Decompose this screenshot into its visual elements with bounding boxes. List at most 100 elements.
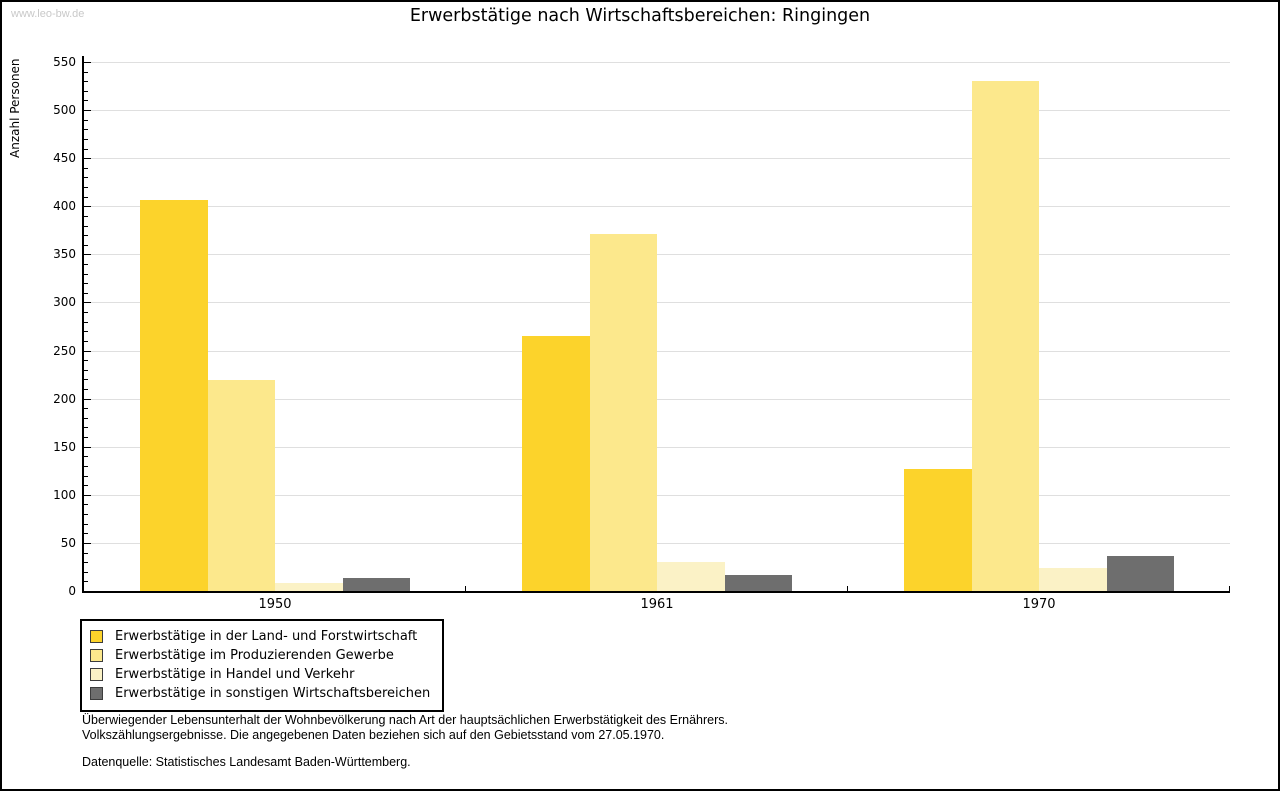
x-boundary-tick: [1229, 586, 1230, 593]
bar-1950-series1: [140, 199, 208, 591]
legend-swatch-icon: [90, 668, 103, 681]
plot-area: 0 50 100 150 200 250 300 350 400 450 500 550 1950 196…: [53, 55, 1230, 612]
x-boundary-tick: [465, 586, 466, 593]
bar-1950-series2: [207, 380, 275, 591]
bar-1961-series1: [522, 336, 590, 591]
y-minor-tick: [84, 283, 88, 285]
y-minor-tick: [84, 504, 88, 506]
y-axis-line: [82, 56, 84, 593]
legend-swatch-icon: [90, 649, 103, 662]
bar-1950-series3: [275, 583, 343, 591]
y-major-tick-100: [84, 494, 91, 496]
legend-item-1: Erwerbstätige in der Land- und Forstwirt…: [90, 629, 430, 644]
y-minor-tick: [84, 417, 88, 419]
y-minor-tick: [84, 71, 88, 73]
y-major-tick-250: [84, 350, 91, 352]
bar-1961-series4: [724, 574, 792, 591]
y-major-tick-150: [84, 446, 91, 448]
y-minor-tick: [84, 427, 88, 429]
y-minor-tick: [84, 331, 88, 333]
category-label-1970: 1970: [1022, 597, 1056, 612]
y-minor-tick: [84, 485, 88, 487]
footnote-line-1: Überwiegender Lebensunterhalt der Wohnbe…: [82, 713, 728, 727]
y-minor-tick: [84, 408, 88, 410]
bar-1970-series3: [1039, 567, 1107, 591]
y-minor-tick: [84, 129, 88, 131]
y-tick-label-50: 50: [60, 535, 76, 550]
y-minor-tick: [84, 465, 88, 467]
y-tick-label-150: 150: [53, 439, 76, 454]
y-axis-title: Anzahl Personen: [8, 58, 22, 158]
bar-1970-series2: [971, 81, 1039, 591]
y-tick-label-300: 300: [53, 295, 76, 310]
y-minor-tick: [84, 379, 88, 381]
y-major-tick-300: [84, 302, 91, 304]
y-major-tick-350: [84, 254, 91, 256]
chart-title: Erwerbstätige nach Wirtschaftsbereichen:…: [409, 6, 871, 26]
y-major-tick-0: [84, 591, 91, 592]
y-major-tick-400: [84, 206, 91, 208]
legend-swatch-icon: [90, 687, 103, 700]
gridline-450: [84, 158, 1230, 160]
bar-1950-series4: [342, 578, 410, 591]
y-major-tick-200: [84, 398, 91, 400]
y-minor-tick: [84, 138, 88, 140]
y-tick-label-400: 400: [53, 199, 76, 214]
y-minor-tick: [84, 187, 88, 189]
y-tick-label-450: 450: [53, 151, 76, 166]
y-minor-tick: [84, 456, 88, 458]
footnote-source: Datenquelle: Statistisches Landesamt Bad…: [82, 755, 411, 769]
legend-label: Erwerbstätige in sonstigen Wirtschaftsbe…: [115, 686, 431, 701]
legend-swatch-icon: [90, 630, 103, 643]
y-minor-tick: [84, 581, 88, 583]
y-major-tick-550: [84, 62, 91, 63]
y-minor-tick: [84, 571, 88, 573]
bar-1970-series4: [1106, 556, 1174, 591]
y-tick-label-0: 0: [68, 584, 76, 598]
y-tick-label-550: 550: [53, 55, 76, 69]
y-major-tick-50: [84, 542, 91, 544]
gridline-100: [84, 494, 1230, 496]
y-major-tick-500: [84, 110, 91, 112]
y-minor-tick: [84, 292, 88, 294]
footnote-line-2: Volkszählungsergebnisse. Die angegebenen…: [82, 728, 665, 742]
y-minor-tick: [84, 312, 88, 314]
gridline-550: [84, 62, 1230, 63]
gridline-150: [84, 446, 1230, 448]
y-minor-tick: [84, 100, 88, 102]
x-axis-line: [82, 591, 1230, 593]
y-minor-tick: [84, 369, 88, 371]
y-minor-tick: [84, 263, 88, 265]
y-minor-tick: [84, 90, 88, 92]
gridline-400: [84, 206, 1230, 208]
y-minor-tick: [84, 562, 88, 564]
y-minor-tick: [84, 514, 88, 516]
y-minor-tick: [84, 389, 88, 391]
y-minor-tick: [84, 552, 88, 554]
legend-label: Erwerbstätige in Handel und Verkehr: [115, 667, 355, 682]
legend-item-4: Erwerbstätige in sonstigen Wirtschaftsbe…: [90, 686, 430, 701]
category-label-1950: 1950: [258, 597, 292, 612]
x-boundary-tick: [847, 586, 848, 593]
y-tick-label-350: 350: [53, 247, 76, 262]
y-minor-tick: [84, 475, 88, 477]
bar-1961-series3: [657, 562, 725, 591]
y-minor-tick: [84, 119, 88, 121]
y-tick-label-100: 100: [53, 487, 76, 502]
legend-label: Erwerbstätige im Produzierenden Gewerbe: [115, 648, 394, 663]
y-minor-tick: [84, 225, 88, 227]
y-minor-tick: [84, 437, 88, 439]
gridline-250: [84, 350, 1230, 352]
gridline-500: [84, 110, 1230, 112]
y-minor-tick: [84, 340, 88, 342]
gridline-300: [84, 302, 1230, 304]
y-minor-tick: [84, 360, 88, 362]
y-minor-tick: [84, 244, 88, 246]
legend-box: Erwerbstätige in der Land- und Forstwirt…: [80, 619, 445, 712]
gridline-50: [84, 542, 1230, 544]
category-label-1961: 1961: [640, 597, 674, 612]
bar-1970-series1: [904, 468, 972, 591]
y-minor-tick: [84, 533, 88, 535]
gridline-350: [84, 254, 1230, 256]
